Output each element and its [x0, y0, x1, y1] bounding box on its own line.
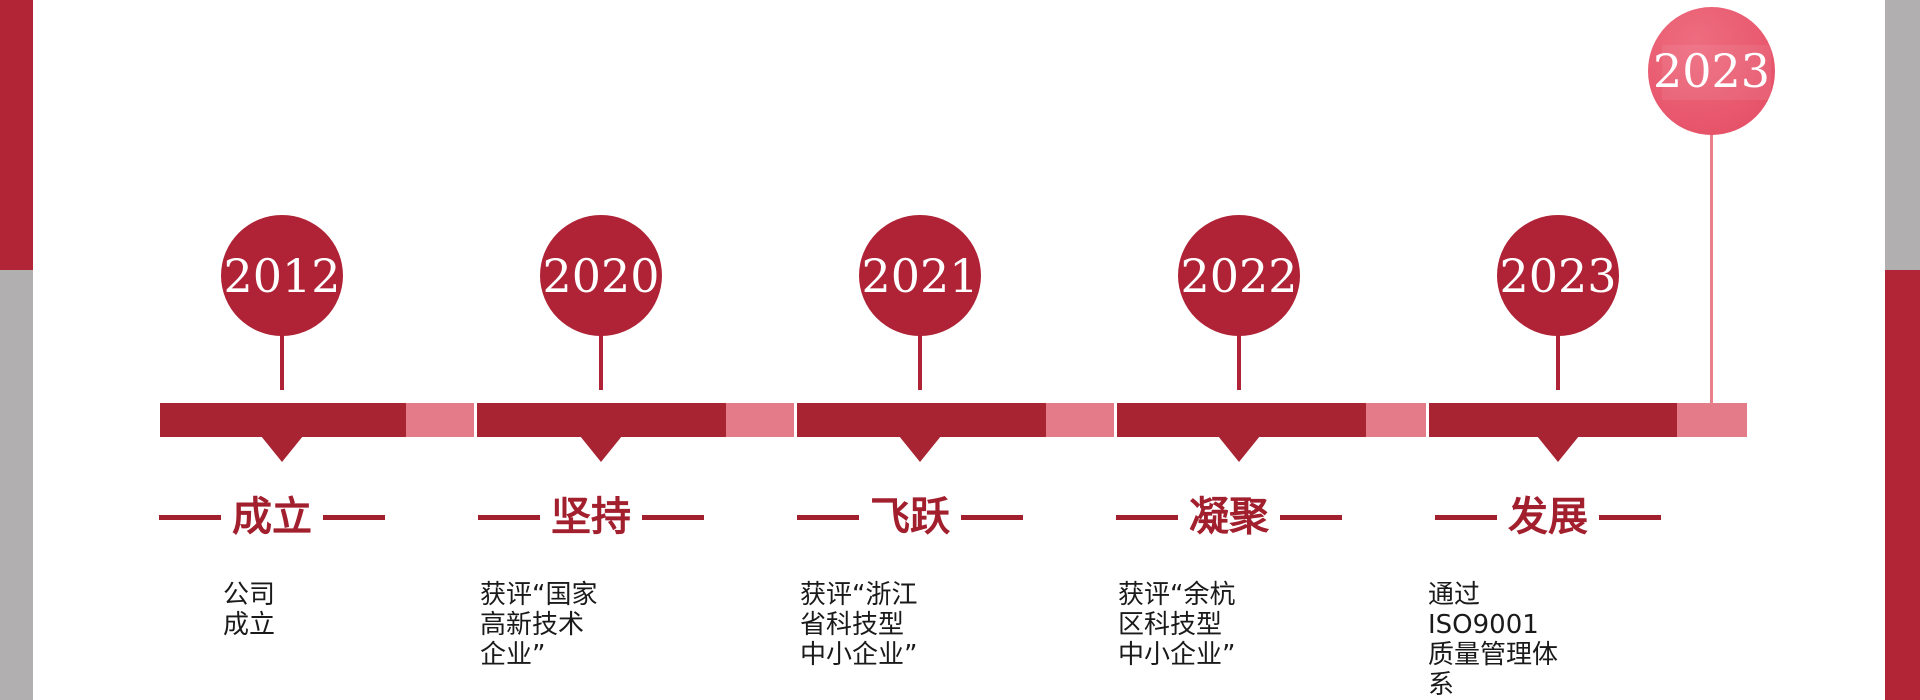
- label-dash-right: [1280, 514, 1342, 520]
- milestone-label: 飞跃: [870, 493, 950, 540]
- label-dash-left: [478, 514, 540, 520]
- year-label: 2022: [1180, 248, 1298, 303]
- bar-segment-dark: [1429, 403, 1677, 437]
- bar-segment-pink: [406, 403, 474, 437]
- highlight-stem: [1710, 132, 1713, 404]
- bar-segment-dark: [477, 403, 726, 437]
- milestone-label: 坚持: [551, 493, 631, 540]
- year-circle: 2020: [540, 215, 662, 336]
- bar-segment-pink: [1366, 403, 1426, 437]
- milestone-label: 发展: [1508, 493, 1588, 540]
- year-label: 2021: [861, 248, 979, 303]
- label-dash-right: [323, 514, 385, 520]
- circle-stem: [599, 334, 603, 390]
- label-dash-left: [797, 514, 859, 520]
- left-accent-bar-top: [0, 0, 33, 270]
- milestone-label-row: 飞跃: [797, 497, 1023, 537]
- arrow-down-marker: [261, 436, 303, 462]
- arrow-down-marker: [899, 436, 941, 462]
- arrow-down-marker: [580, 436, 622, 462]
- bar-segment-dark: [797, 403, 1046, 437]
- circle-stem: [280, 334, 284, 390]
- year-circle: 2022: [1178, 215, 1300, 336]
- bar-segment-dark: [160, 403, 406, 437]
- milestone-label-row: 成立: [159, 497, 385, 537]
- label-dash-left: [1116, 514, 1178, 520]
- milestone-label-row: 坚持: [478, 497, 704, 537]
- label-dash-left: [159, 514, 221, 520]
- arrow-down-marker: [1218, 436, 1260, 462]
- year-circle: 2012: [221, 215, 343, 336]
- bar-segment-pink-end: [1677, 403, 1747, 437]
- year-label: 2012: [223, 248, 341, 303]
- bar-segment-pink: [1046, 403, 1114, 437]
- label-dash-right: [961, 514, 1023, 520]
- milestone-description: 公司成立: [223, 580, 276, 640]
- right-accent-bar-bottom: [1885, 270, 1920, 700]
- highlight-year-label: 2023: [1652, 44, 1771, 98]
- milestone-label: 成立: [232, 493, 312, 540]
- highlight-year-circle: 2023: [1648, 7, 1775, 135]
- milestone-label-row: 发展: [1435, 497, 1661, 537]
- bar-segment-pink: [726, 403, 794, 437]
- left-accent-bar-bottom: [0, 270, 33, 700]
- label-dash-right: [642, 514, 704, 520]
- year-circle: 2023: [1497, 215, 1619, 336]
- milestone-description: 获评“余杭区科技型 中小企业”: [1118, 580, 1236, 670]
- year-circle: 2021: [859, 215, 981, 336]
- milestone-description: 通过ISO9001质量管理体系 认证审核: [1428, 580, 1559, 700]
- milestone-label: 凝聚: [1189, 493, 1269, 540]
- milestone-description: 获评“国家高新技术 企业”: [480, 580, 598, 670]
- milestone-description: 获评“浙江省科技型 中小企业”: [800, 580, 918, 670]
- year-label: 2020: [542, 248, 660, 303]
- circle-stem: [918, 334, 922, 390]
- highlight-band: [1662, 45, 1771, 100]
- label-dash-right: [1599, 514, 1661, 520]
- milestone-label-row: 凝聚: [1116, 497, 1342, 537]
- bar-segment-dark: [1117, 403, 1366, 437]
- circle-stem: [1556, 334, 1560, 390]
- circle-stem: [1237, 334, 1241, 390]
- label-dash-left: [1435, 514, 1497, 520]
- year-label: 2023: [1499, 248, 1617, 303]
- arrow-down-marker: [1537, 436, 1579, 462]
- right-accent-bar-top: [1885, 0, 1920, 270]
